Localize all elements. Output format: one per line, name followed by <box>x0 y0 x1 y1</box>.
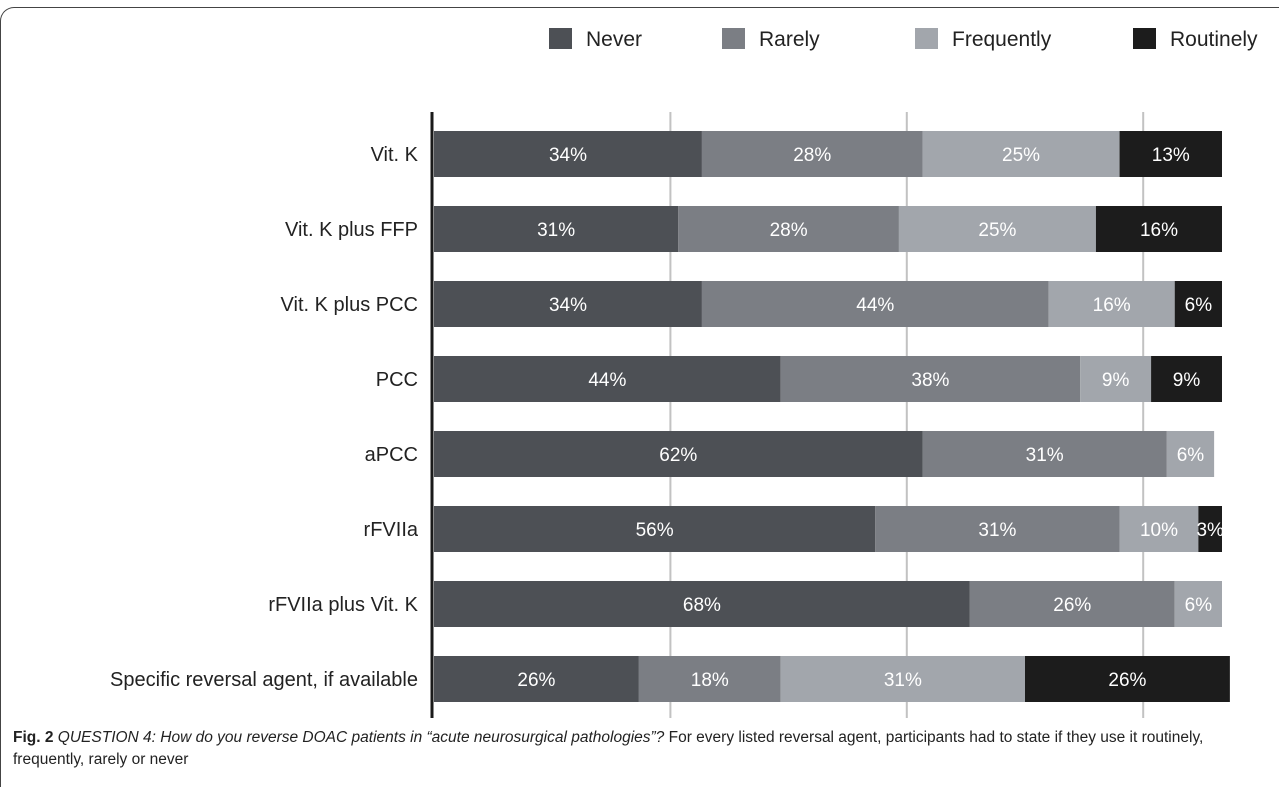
bar-segment-frequently <box>780 656 1025 702</box>
data-label: 16% <box>1140 220 1178 241</box>
legend-label-frequently: Frequently <box>952 28 1052 51</box>
bar-segment-rarely <box>969 581 1175 627</box>
data-label: 44% <box>588 370 626 391</box>
category-label: Vit. K plus PCC <box>281 294 418 316</box>
bar-segment-never <box>434 281 702 327</box>
bar-segment-frequently <box>1174 581 1222 627</box>
bar-segment-never <box>434 356 781 402</box>
stacked-bar-chart: Vit. K 34% 28% 25% 13% Vit. K plus FFP 31% 28% 2… <box>110 28 1258 718</box>
bar-segment-frequently <box>1119 506 1199 552</box>
bar-segment-rarely <box>678 206 899 252</box>
figure-caption: Fig. 2 QUESTION 4: How do you reverse DO… <box>13 727 1275 771</box>
data-label: 6% <box>1185 295 1213 316</box>
data-label: 56% <box>636 520 674 541</box>
data-label: 31% <box>1026 445 1064 466</box>
data-label: 68% <box>683 595 721 616</box>
bar-segment-routinely <box>1025 656 1230 702</box>
bar-segment-rarely <box>780 356 1081 402</box>
legend-swatch-frequently <box>915 28 938 49</box>
data-label: 9% <box>1173 370 1201 391</box>
bar-segment-frequently <box>898 206 1096 252</box>
bar-segment-rarely <box>638 656 781 702</box>
bar-segment-never <box>434 506 876 552</box>
data-label: 26% <box>1108 670 1146 691</box>
data-label: 38% <box>911 370 949 391</box>
legend-label-rarely: Rarely <box>759 28 820 51</box>
bar-segment-never <box>434 131 702 177</box>
data-label: 34% <box>549 295 587 316</box>
data-label: 44% <box>856 295 894 316</box>
category-label: rFVIIa <box>364 519 419 541</box>
category-label: aPCC <box>365 444 418 466</box>
figure-label: Fig. 2 <box>13 729 54 746</box>
data-label: 9% <box>1102 370 1130 391</box>
bar-segment-never <box>434 431 923 477</box>
figure-frame <box>0 7 1279 787</box>
caption-text: For every listed reversal agent, partici… <box>13 729 1204 768</box>
data-label: 31% <box>978 520 1016 541</box>
bar-segment-rarely <box>922 431 1167 477</box>
bar-segment-routinely <box>1095 206 1222 252</box>
legend-swatch-routinely <box>1133 28 1156 49</box>
bar-segment-rarely <box>875 506 1120 552</box>
data-label: 18% <box>691 670 729 691</box>
bar-segment-routinely <box>1198 506 1222 552</box>
category-label: rFVIIa plus Vit. K <box>268 594 418 616</box>
bar-segment-rarely <box>701 131 923 177</box>
data-label: 3% <box>1196 520 1224 541</box>
data-label: 25% <box>1002 145 1040 166</box>
data-label: 28% <box>793 145 831 166</box>
legend-label-never: Never <box>586 28 642 51</box>
data-label: 13% <box>1152 145 1190 166</box>
bar-segment-never <box>434 656 639 702</box>
legend-swatch-never <box>549 28 572 49</box>
bar-segment-routinely <box>1119 131 1222 177</box>
bar-segment-rarely <box>701 281 1049 327</box>
legend-label-routinely: Routinely <box>1170 28 1258 51</box>
category-label: Vit. K <box>371 144 419 166</box>
data-label: 34% <box>549 145 587 166</box>
data-label: 25% <box>978 220 1016 241</box>
bar-segment-frequently <box>1166 431 1215 477</box>
question-label: QUESTION 4: How do you reverse DOAC pati… <box>57 729 665 746</box>
category-label: Vit. K plus FFP <box>285 219 418 241</box>
data-label: 62% <box>659 445 697 466</box>
legend-swatch-rarely <box>722 28 745 49</box>
data-label: 26% <box>1053 595 1091 616</box>
bar-segment-frequently <box>922 131 1120 177</box>
category-label: PCC <box>376 369 418 391</box>
data-label: 6% <box>1177 445 1205 466</box>
bar-segment-routinely <box>1151 356 1222 402</box>
data-label: 31% <box>884 670 922 691</box>
bar-segment-frequently <box>1048 281 1175 327</box>
category-label: Specific reversal agent, if available <box>110 669 418 691</box>
data-label: 31% <box>537 220 575 241</box>
data-label: 26% <box>517 670 555 691</box>
bar-segment-routinely <box>1174 281 1222 327</box>
data-label: 6% <box>1185 595 1213 616</box>
bar-segment-frequently <box>1080 356 1152 402</box>
data-label: 16% <box>1093 295 1131 316</box>
bar-segment-never <box>434 581 970 627</box>
bar-segment-never <box>434 206 679 252</box>
data-label: 10% <box>1140 520 1178 541</box>
data-label: 28% <box>770 220 808 241</box>
